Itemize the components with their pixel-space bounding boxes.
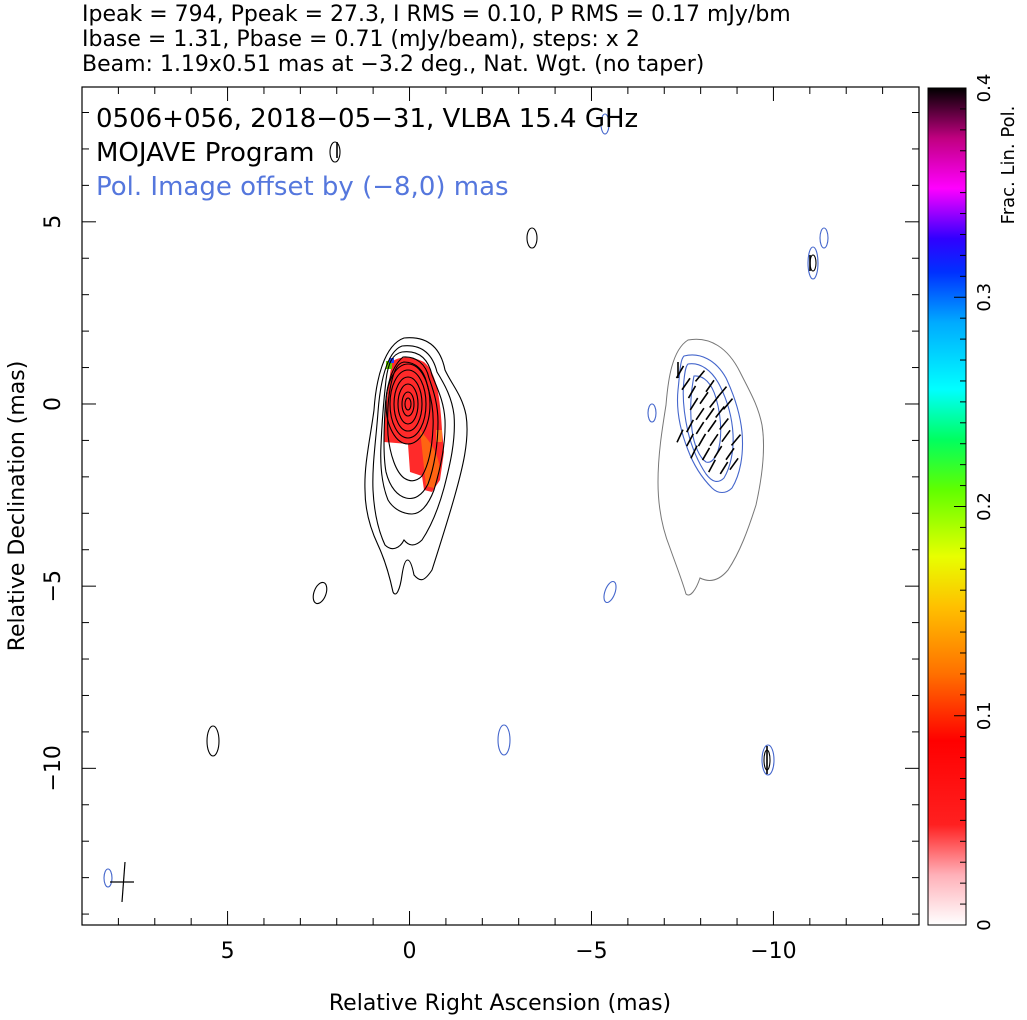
evpa-vector <box>705 407 715 421</box>
pol-contour <box>682 363 734 483</box>
pol-contour <box>497 724 511 756</box>
source-annotation: 0506+056, 2018−05−31, VLBA 15.4 GHz <box>96 104 638 134</box>
pol-contour <box>647 403 657 423</box>
evpa-vector <box>686 433 694 447</box>
evpa-vectors <box>336 142 811 774</box>
header-line-1: Ipeak = 794, Ppeak = 27.3, I RMS = 0.10,… <box>82 2 791 27</box>
evpa-vector <box>689 397 699 411</box>
evpa-vector <box>708 459 716 473</box>
noise-contour <box>526 227 538 249</box>
stokes-i-contour <box>380 351 446 515</box>
plot-content <box>103 113 829 903</box>
x-tick-label: −5 <box>575 939 607 964</box>
evpa-vector <box>719 417 729 431</box>
evpa-vector <box>709 433 719 447</box>
x-axis-label: Relative Right Ascension (mas) <box>329 991 671 1016</box>
pol-contour <box>603 580 617 604</box>
evpa-vector <box>695 421 705 435</box>
evpa-vector <box>705 379 715 393</box>
evpa-vector <box>730 434 742 446</box>
pol-contour <box>103 868 113 888</box>
evpa-vector <box>713 445 723 459</box>
pol-contour <box>761 744 775 776</box>
evpa-vector <box>695 407 705 421</box>
colorbar-tick-label: 0.1 <box>974 701 995 730</box>
evpa-vector <box>687 385 697 399</box>
y-tick-label: 0 <box>41 397 66 411</box>
evpa-vector <box>676 429 684 443</box>
evpa-vector <box>722 398 734 410</box>
stokes-i-contour <box>404 397 412 411</box>
stokes-i-contour <box>401 391 415 417</box>
evpa-vector <box>701 447 711 461</box>
evpa-vector <box>725 447 735 461</box>
evpa-vector <box>697 433 707 447</box>
stokes-i-contour <box>389 369 427 439</box>
colorbar-label: Frac. Lin. Pol. <box>998 106 1019 225</box>
plot-frame <box>81 86 920 926</box>
evpa-vector <box>709 395 719 409</box>
noise-contour <box>312 581 328 605</box>
beam-marker <box>110 861 134 903</box>
colorbar-ticks <box>954 87 966 926</box>
evpa-vector <box>729 457 739 471</box>
pol-contour <box>676 354 744 494</box>
stokes-i-contour <box>397 383 419 425</box>
evpa-vector <box>716 386 728 398</box>
pol-contour <box>600 113 610 135</box>
program-annotation: MOJAVE Program <box>96 138 314 168</box>
stokes-i-contours <box>206 141 817 771</box>
x-tick-labels: 5 0 −5 −10 <box>221 939 797 964</box>
total-intensity-outline <box>657 338 765 596</box>
colorbar-tick-label: 0.2 <box>974 492 995 521</box>
evpa-vector <box>699 391 709 405</box>
stokes-i-contour <box>372 345 455 550</box>
pol-contour <box>819 227 829 249</box>
header-line-3: Beam: 1.19x0.51 mas at −3.2 deg., Nat. W… <box>82 52 705 77</box>
colorbar-tick-label: 0.4 <box>974 74 995 103</box>
colorbar-tick-label: 0.3 <box>974 283 995 312</box>
pol-image <box>103 113 829 888</box>
y-tick-label: 5 <box>41 215 66 229</box>
noise-contour <box>809 254 817 272</box>
stokes-i-contour <box>383 356 439 500</box>
x-tick-label: 0 <box>403 939 417 964</box>
pol-contour <box>807 246 819 280</box>
evpa-vector <box>681 377 691 391</box>
evpa-vector <box>721 429 731 443</box>
noise-contour <box>206 725 220 757</box>
stokes-i-contour <box>393 376 423 432</box>
header-line-2: Ibase = 1.31, Pbase = 0.71 (mJy/beam), s… <box>82 27 640 52</box>
colorbar-tick-label: 0 <box>974 919 995 930</box>
x-tick-label: −10 <box>750 939 796 964</box>
offset-annotation: Pol. Image offset by (−8,0) mas <box>96 172 509 202</box>
y-axis-label: Relative Declination (mas) <box>5 361 30 652</box>
stokes-i-contour <box>385 363 431 445</box>
evpa-vector <box>686 419 694 433</box>
evpa-vector <box>715 405 725 419</box>
evpa-vector <box>719 461 729 475</box>
noise-contour <box>329 141 341 163</box>
evpa-vector <box>694 370 706 382</box>
colorbar-tick-labels: 0 0.1 0.2 0.3 0.4 <box>974 74 995 931</box>
y-tick-label: −10 <box>41 745 66 791</box>
axis-ticks <box>82 87 919 925</box>
stokes-i-contour <box>364 337 468 595</box>
x-tick-label: 5 <box>221 939 235 964</box>
y-tick-labels: 5 0 −5 −10 <box>41 215 66 792</box>
evpa-vector <box>707 419 717 433</box>
y-tick-label: −5 <box>41 570 66 602</box>
evpa-vector <box>690 445 698 459</box>
